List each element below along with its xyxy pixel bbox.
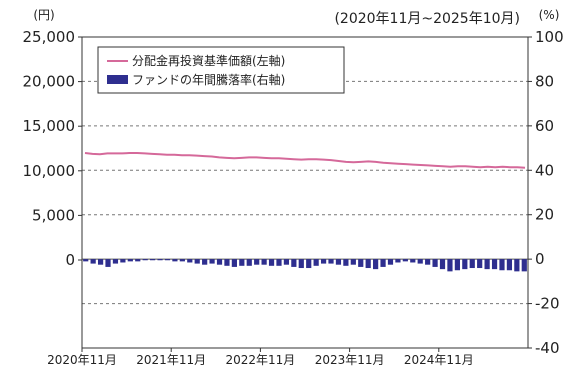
right-tick-label: 0 [535, 250, 545, 268]
bar [291, 259, 297, 267]
bar [261, 259, 267, 265]
bar [268, 259, 275, 266]
bar [97, 259, 104, 265]
right-tick-label: 40 [535, 161, 554, 179]
bar [298, 259, 304, 269]
bar [231, 259, 237, 267]
right-tick-label: -20 [535, 295, 560, 313]
bar [358, 259, 364, 267]
bar [365, 259, 371, 269]
bar [187, 259, 193, 263]
bar [477, 259, 483, 269]
x-axis-ticks: 2020年11月 2021年11月 2022年11月 2023年11月 2024年11月 [47, 348, 474, 367]
bar [246, 259, 252, 266]
left-tick-label: 20,000 [23, 73, 76, 91]
bar [179, 259, 185, 262]
bar [216, 259, 223, 265]
left-axis-ticks: 0 5,000 10,000 15,000 20,000 25,000 [23, 28, 82, 269]
left-tick-label: 25,000 [23, 28, 76, 46]
bar [283, 259, 290, 265]
left-tick-label: 5,000 [32, 206, 75, 224]
bar [343, 259, 349, 266]
bar [462, 259, 468, 270]
left-tick-label: 10,000 [23, 162, 76, 180]
bar [276, 259, 282, 266]
right-tick-label: -40 [535, 339, 560, 357]
legend: 分配金再投資基準価額(左軸) ファンドの年間騰落率(右軸) [97, 46, 345, 94]
bar [447, 259, 453, 272]
bar [417, 259, 423, 264]
bar [410, 259, 416, 263]
bar [254, 259, 260, 265]
bar [373, 259, 379, 270]
bar [320, 259, 327, 264]
bar [90, 259, 96, 264]
bar [127, 259, 133, 262]
bar [335, 259, 342, 265]
left-tick-label: 15,000 [23, 117, 76, 135]
right-axis-unit: (%) [539, 8, 560, 22]
bar [350, 259, 356, 265]
bar [194, 259, 200, 264]
bar [484, 259, 490, 270]
x-tick-label: 2023年11月 [315, 353, 385, 367]
bar [439, 259, 446, 270]
bar [142, 259, 148, 261]
bar [425, 259, 431, 265]
bar [491, 259, 498, 270]
bar [395, 259, 401, 263]
x-tick-label: 2020年11月 [47, 353, 117, 367]
bar-series-annual-return [83, 259, 527, 272]
bar [164, 259, 171, 261]
right-tick-label: 60 [535, 117, 554, 135]
legend-swatch-return [107, 75, 128, 84]
left-tick-label: 0 [65, 251, 75, 269]
bar [514, 259, 520, 272]
bar [499, 259, 505, 271]
bar [239, 259, 245, 266]
bar [120, 259, 126, 263]
right-tick-label: 20 [535, 206, 554, 224]
x-tick-label: 2024年11月 [404, 353, 474, 367]
bar [454, 259, 460, 271]
gridlines [82, 80, 528, 305]
x-tick-label: 2021年11月 [136, 353, 206, 367]
bar [112, 259, 119, 264]
bar [306, 259, 312, 269]
bar [202, 259, 208, 265]
bar [83, 259, 89, 262]
bar [150, 259, 156, 261]
bar [172, 259, 178, 262]
bar [469, 259, 475, 269]
period-label: (2020年11月~2025年10月) [334, 11, 520, 27]
bar [387, 259, 394, 265]
bar [380, 259, 386, 267]
legend-label-nav: 分配金再投資基準価額(左軸) [132, 53, 285, 68]
left-axis-unit: (円) [33, 8, 54, 22]
line-series-nav [84, 152, 526, 169]
bar [105, 259, 111, 267]
bar [402, 259, 408, 262]
right-axis-ticks: -40 -20 0 20 40 60 80 100 [528, 28, 564, 357]
right-tick-label: 100 [535, 28, 564, 46]
bar [506, 259, 513, 271]
bar [209, 259, 215, 264]
bar [224, 259, 230, 266]
plot-frame [81, 36, 529, 349]
bar [432, 259, 438, 267]
bar [157, 259, 163, 261]
x-tick-label: 2022年11月 [225, 353, 295, 367]
bar [313, 259, 319, 266]
bar [135, 259, 141, 262]
legend-box [97, 46, 345, 94]
legend-label-return: ファンドの年間騰落率(右軸) [132, 72, 285, 87]
bar [521, 259, 527, 272]
right-tick-label: 80 [535, 72, 554, 90]
bar [328, 259, 334, 264]
